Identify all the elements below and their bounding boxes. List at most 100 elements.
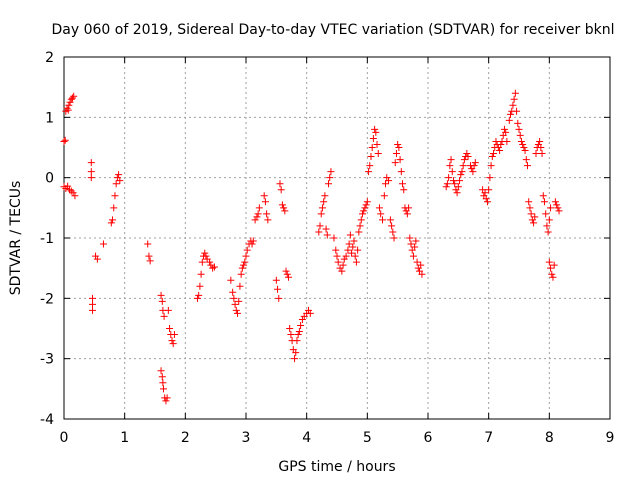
y-tick-label: -2: [40, 291, 54, 307]
data-point: [70, 92, 78, 100]
data-point: [510, 95, 518, 103]
data-point: [207, 261, 215, 269]
data-point: [522, 156, 530, 164]
y-tick-label: -4: [40, 412, 54, 428]
data-point: [170, 331, 178, 339]
data-point: [236, 282, 244, 290]
data-point: [61, 136, 69, 144]
data-point: [449, 177, 457, 185]
data-point: [505, 116, 513, 124]
data-point: [241, 258, 249, 266]
data-point: [356, 222, 364, 230]
data-point: [371, 125, 379, 133]
data-point: [327, 168, 335, 176]
data-point: [367, 153, 375, 161]
data-point: [339, 261, 347, 269]
data-point: [232, 306, 240, 314]
data-point: [316, 222, 324, 230]
data-point: [158, 373, 166, 381]
data-point: [513, 107, 521, 115]
data-point: [394, 140, 402, 148]
data-point: [87, 168, 95, 176]
data-point: [362, 201, 370, 209]
y-tick-labels: -4 -3 -2 -1 0 1 2: [40, 50, 54, 428]
data-point: [547, 264, 555, 272]
data-point: [263, 210, 271, 218]
data-point: [470, 162, 478, 170]
data-point: [457, 171, 465, 179]
data-point: [530, 219, 538, 227]
data-point: [507, 110, 515, 118]
data-point: [469, 168, 477, 176]
data-point: [400, 186, 408, 194]
data-point: [231, 300, 239, 308]
data-point: [255, 204, 263, 212]
data-point: [485, 186, 493, 194]
data-point: [277, 186, 285, 194]
data-point: [496, 147, 504, 155]
data-point: [159, 379, 167, 387]
data-point: [375, 204, 383, 212]
data-point: [514, 119, 522, 127]
data-point: [379, 216, 386, 224]
data-point: [237, 270, 245, 278]
data-point: [395, 144, 403, 151]
data-point: [539, 192, 547, 200]
data-point: [397, 168, 405, 176]
data-point: [292, 349, 300, 357]
data-point: [274, 285, 282, 293]
data-point: [146, 257, 154, 265]
data-point: [403, 210, 411, 218]
data-point: [503, 137, 511, 145]
data-point: [517, 137, 525, 145]
data-point: [500, 125, 508, 133]
data-point: [332, 246, 340, 254]
data-point: [399, 180, 407, 188]
data-point: [286, 325, 294, 332]
data-point: [248, 240, 256, 248]
data-point: [145, 252, 153, 260]
data-point: [67, 187, 75, 195]
data-point: [201, 249, 209, 257]
data-point: [486, 174, 494, 182]
data-point: [380, 192, 388, 200]
data-point: [264, 216, 272, 224]
data-point: [230, 294, 238, 302]
data-point: [65, 101, 73, 109]
data-point: [260, 192, 268, 200]
data-point: [235, 297, 243, 305]
data-point: [520, 144, 528, 151]
data-point: [521, 147, 529, 155]
data-point: [516, 131, 524, 139]
data-point: [321, 192, 329, 200]
data-point: [227, 276, 235, 284]
y-axis-label: SDTVAR / TECUs: [8, 181, 24, 296]
data-point: [71, 192, 79, 200]
data-point: [532, 150, 540, 158]
data-point: [304, 306, 312, 314]
data-point: [523, 162, 531, 170]
chart-title: Day 060 of 2019, Sidereal Day-to-day VTE…: [52, 22, 615, 38]
data-point: [164, 306, 172, 314]
data-point: [346, 231, 354, 239]
data-point: [497, 140, 505, 148]
data-point: [360, 207, 368, 215]
data-point: [442, 183, 450, 191]
data-point: [487, 162, 495, 170]
data-point: [89, 306, 97, 314]
data-point: [392, 150, 400, 158]
data-point: [460, 156, 468, 164]
x-tick-label: 6: [424, 430, 433, 446]
data-point: [111, 192, 119, 200]
data-point: [342, 252, 350, 260]
data-point: [374, 150, 382, 158]
data-point: [162, 397, 170, 405]
x-tick-label: 5: [363, 430, 372, 446]
data-point: [287, 331, 295, 339]
data-point: [93, 255, 101, 263]
data-point: [547, 204, 555, 212]
data-point: [417, 261, 425, 269]
data-point: [65, 186, 73, 194]
data-point: [448, 168, 456, 176]
